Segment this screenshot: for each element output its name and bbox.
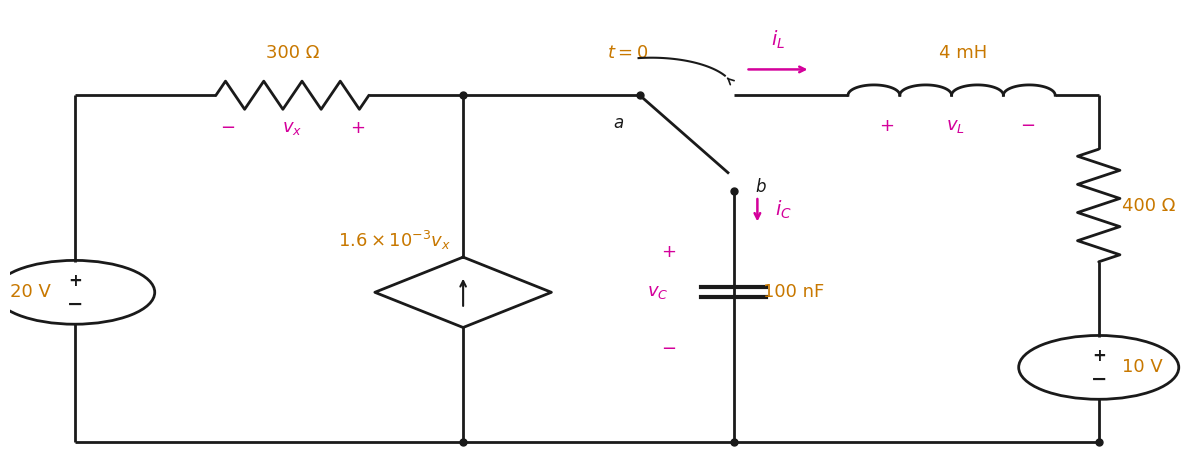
Text: $v_L$: $v_L$	[946, 117, 965, 135]
Text: 400 Ω: 400 Ω	[1122, 196, 1176, 214]
Text: $v_x$: $v_x$	[282, 119, 303, 137]
Text: 300 Ω: 300 Ω	[266, 44, 319, 62]
Text: 10 V: 10 V	[1122, 358, 1164, 376]
Text: $1.6 \times 10^{-3}v_x$: $1.6 \times 10^{-3}v_x$	[338, 229, 451, 252]
Text: +: +	[68, 271, 82, 290]
Text: $v_C$: $v_C$	[647, 283, 668, 301]
Text: $i_L$: $i_L$	[771, 28, 785, 51]
Text: +: +	[350, 119, 364, 137]
Text: $t = 0$: $t = 0$	[607, 44, 649, 62]
Text: 20 V: 20 V	[11, 283, 51, 301]
Text: 4 mH: 4 mH	[940, 44, 987, 62]
Text: −: −	[1091, 370, 1106, 388]
Text: −: −	[67, 295, 83, 313]
Text: $i_C$: $i_C$	[775, 199, 792, 221]
Text: $a$: $a$	[613, 114, 624, 132]
Text: +: +	[879, 117, 894, 135]
Text: −: −	[220, 119, 236, 137]
Text: 100 nF: 100 nF	[763, 283, 824, 301]
Text: +: +	[1092, 346, 1105, 365]
Text: −: −	[1021, 117, 1036, 135]
Text: −: −	[661, 340, 676, 358]
Text: +: +	[662, 244, 676, 261]
Text: $b$: $b$	[755, 178, 767, 196]
